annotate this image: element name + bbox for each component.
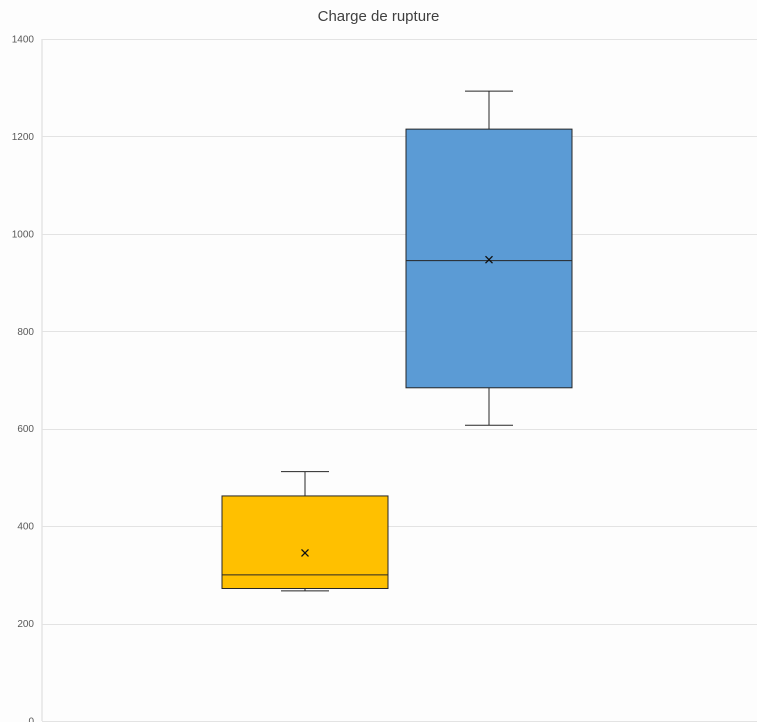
y-tick-label: 400 [17, 522, 34, 533]
y-tick-label: 200 [17, 619, 34, 630]
y-tick-label: 1400 [12, 35, 35, 46]
y-tick-label: 800 [17, 327, 34, 338]
y-tick-label: 1000 [12, 229, 35, 240]
box-series-2 [405, 90, 573, 426]
mean-marker-stroke [301, 548, 309, 557]
box-iqr [405, 128, 573, 389]
box-iqr [221, 495, 389, 589]
mean-marker-stroke [485, 255, 493, 264]
chart-title: Charge de rupture [317, 8, 440, 25]
mean-marker [301, 548, 309, 557]
y-tick-label: 600 [17, 424, 34, 435]
y-tick-label: 1200 [12, 132, 35, 143]
y-tick-label: 0 [28, 717, 34, 722]
mean-marker [485, 255, 493, 264]
box-series-1 [221, 471, 389, 592]
